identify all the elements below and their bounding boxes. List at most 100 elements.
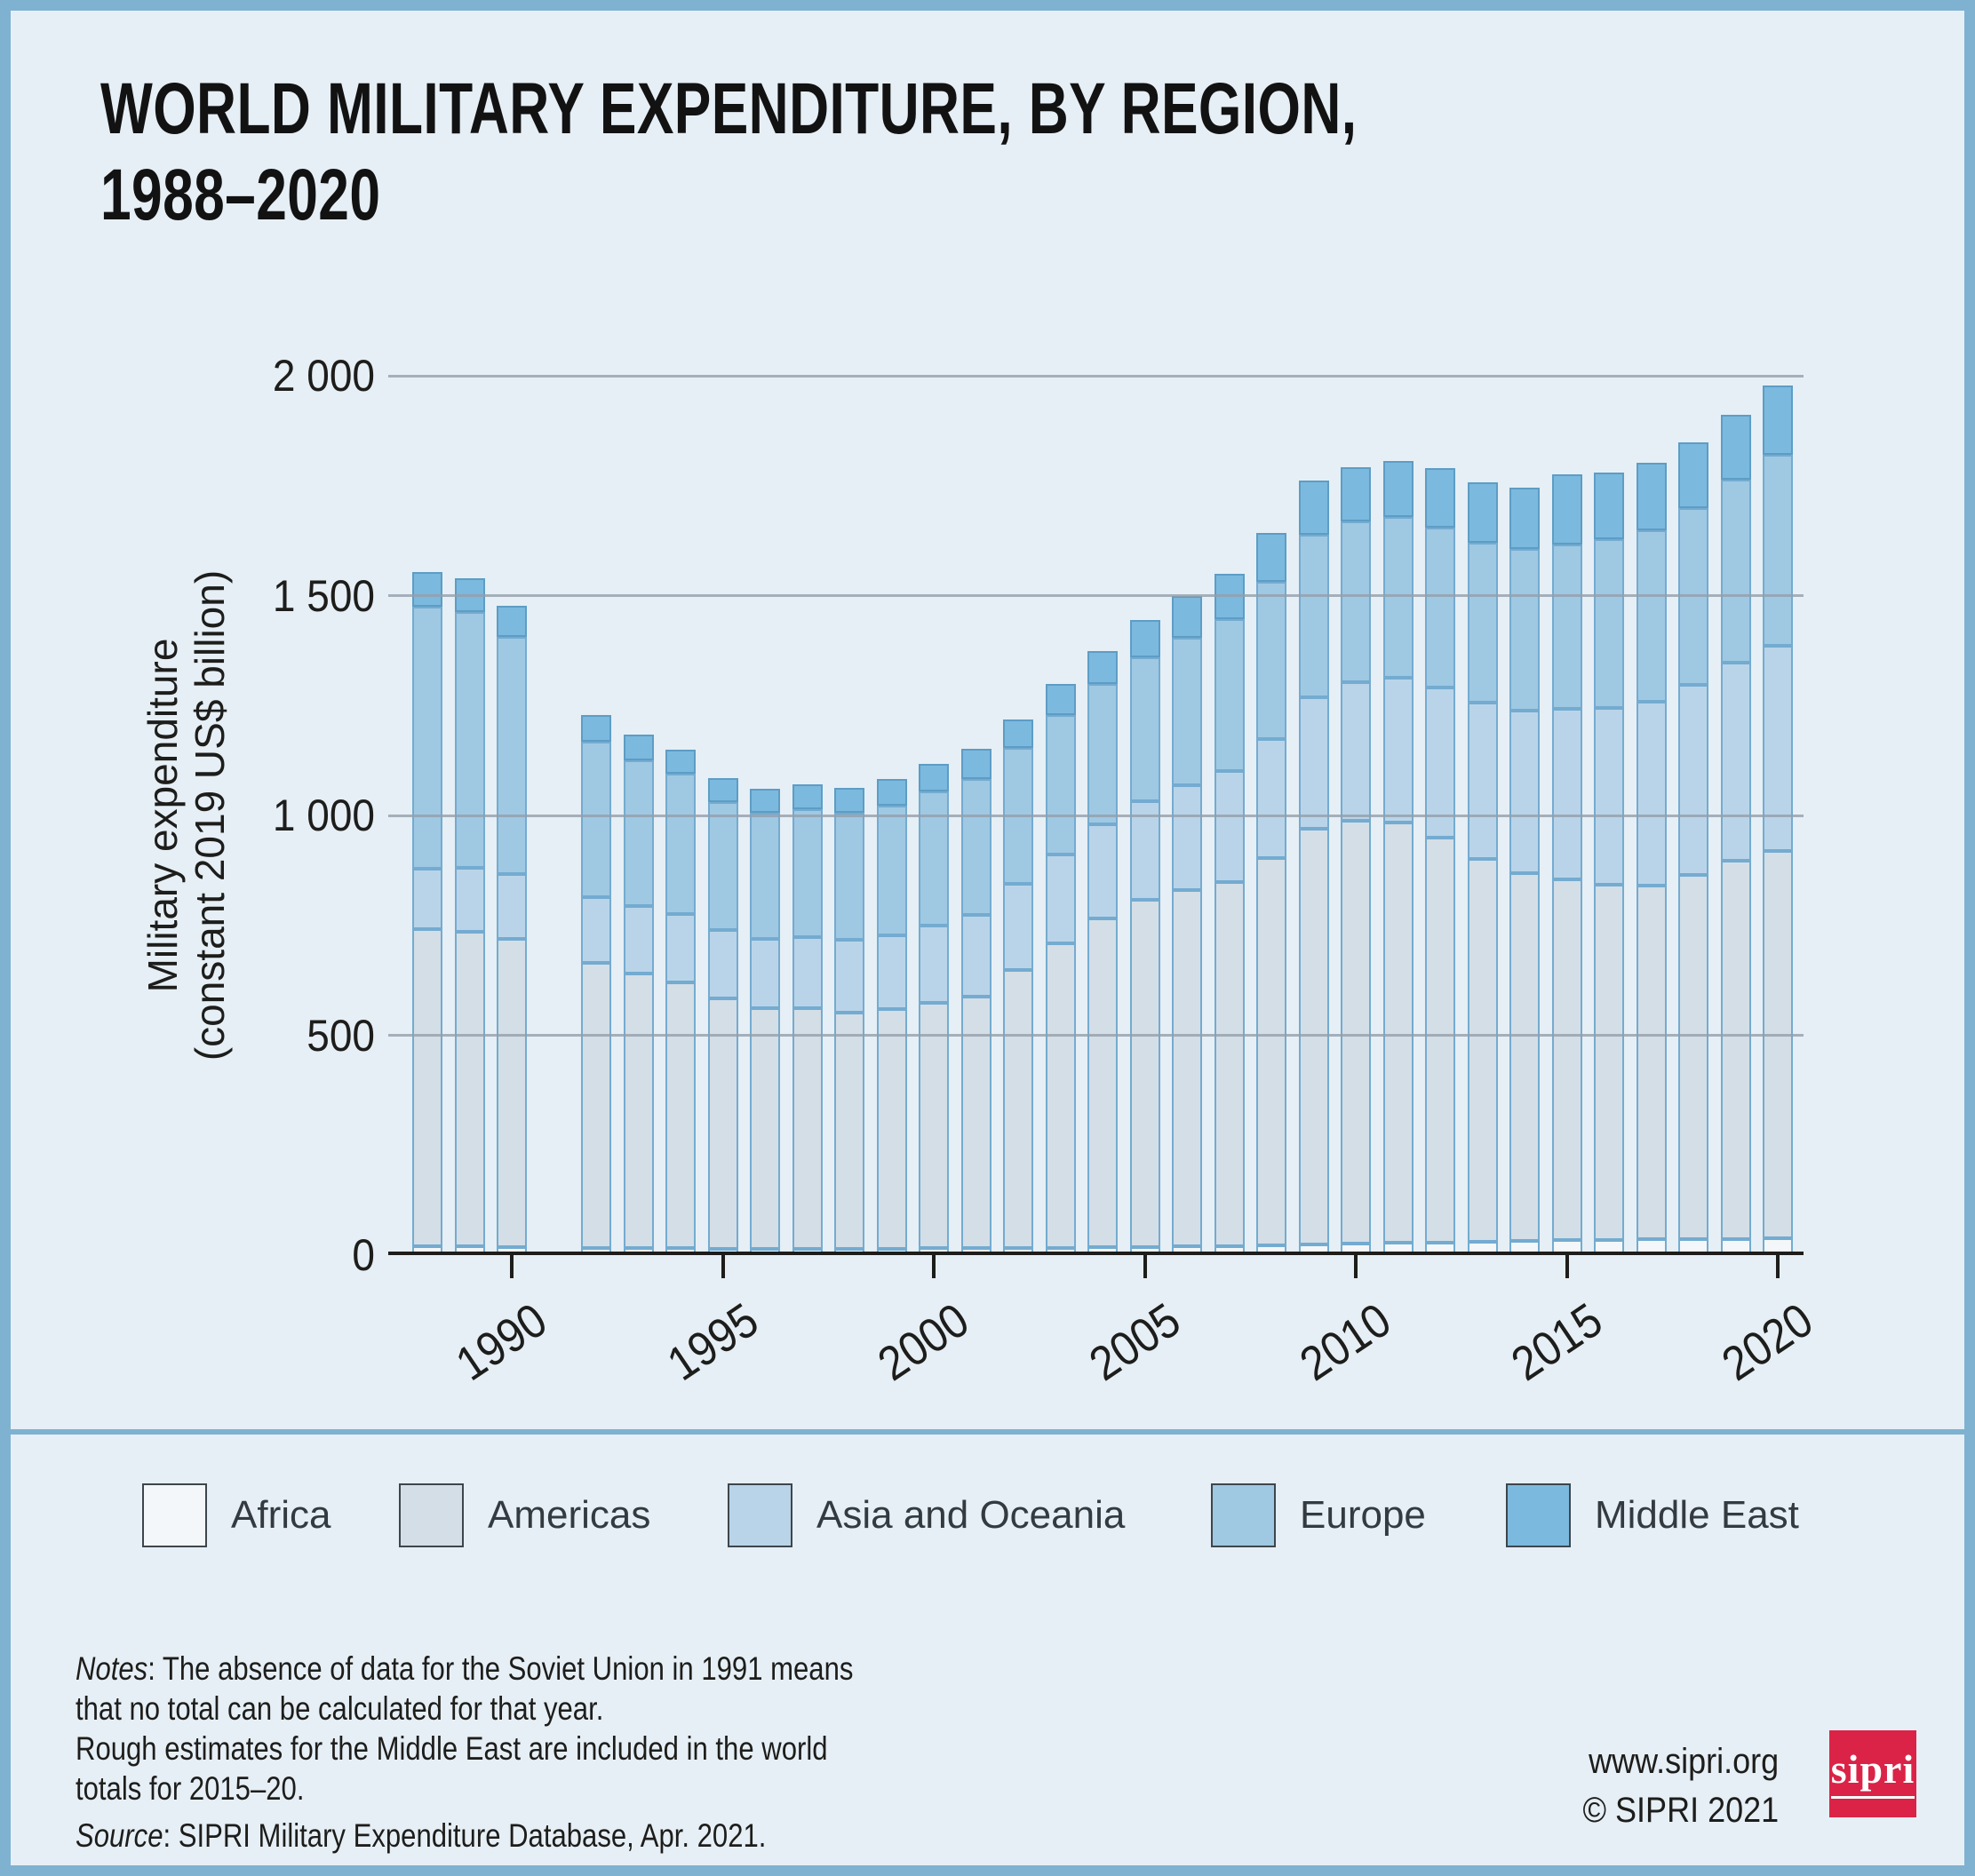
- section-divider: [11, 1429, 1964, 1435]
- bar-1989-americas: [454, 932, 485, 1247]
- bar-2006-europe: [1172, 638, 1202, 786]
- y-tick-label-0: 0: [352, 1230, 375, 1280]
- bar-1996-americas: [750, 1008, 780, 1249]
- bar-2015-middle_east: [1551, 474, 1582, 545]
- bar-2003-europe: [1045, 715, 1076, 855]
- bar-2013-asia_oceania: [1467, 702, 1498, 859]
- y-tick-label-1000: 1 000: [272, 791, 375, 840]
- bar-1994-asia_oceania: [665, 914, 696, 982]
- bar-2019-asia_oceania: [1720, 663, 1751, 861]
- bar-1999-europe: [876, 805, 907, 935]
- bar-2002-asia_oceania: [1003, 884, 1033, 970]
- bar-1995-middle_east: [707, 778, 738, 802]
- legend-swatch-americas: [399, 1483, 464, 1547]
- bar-2018-americas: [1678, 875, 1708, 1240]
- bar-1992-americas: [581, 962, 611, 1248]
- bar-2004-middle_east: [1087, 650, 1118, 684]
- bar-2014-middle_east: [1509, 488, 1540, 549]
- bar-2020-asia_oceania: [1763, 646, 1793, 851]
- legend-label-africa: Africa: [231, 1493, 331, 1537]
- bar-2004-asia_oceania: [1087, 824, 1118, 918]
- bar-1997-americas: [792, 1008, 823, 1249]
- bar-2020-europe: [1763, 455, 1793, 647]
- bar-2009-middle_east: [1298, 481, 1329, 535]
- legend-label-europe: Europe: [1300, 1493, 1426, 1537]
- note-line: Rough estimates for the Middle East are …: [76, 1730, 828, 1767]
- bar-1993-asia_oceania: [623, 906, 654, 974]
- bar-1990-europe: [497, 636, 527, 874]
- bar-1988-europe: [412, 607, 442, 870]
- bar-1990-americas: [497, 939, 527, 1247]
- bar-2006-middle_east: [1172, 596, 1202, 638]
- bar-1997-asia_oceania: [792, 937, 823, 1009]
- bar-2000-asia_oceania: [919, 926, 949, 1003]
- note-line: totals for 2015–20.: [76, 1770, 305, 1807]
- bar-2019-europe: [1720, 479, 1751, 664]
- bar-2008-asia_oceania: [1256, 739, 1286, 858]
- bar-2011-asia_oceania: [1382, 677, 1414, 823]
- bar-2012-americas: [1425, 838, 1455, 1243]
- bar-2011-americas: [1382, 822, 1414, 1244]
- legend-swatch-africa: [142, 1483, 207, 1547]
- bar-2014-americas: [1509, 872, 1540, 1241]
- bar-1988-middle_east: [412, 571, 442, 608]
- bar-2013-middle_east: [1467, 482, 1498, 544]
- bar-2019-americas: [1720, 860, 1751, 1239]
- y-tick-label-500: 500: [307, 1010, 375, 1061]
- bar-2018-middle_east: [1678, 441, 1708, 509]
- legend-swatch-asia_oceania: [728, 1483, 792, 1547]
- bar-2005-europe: [1129, 657, 1160, 801]
- bar-2002-americas: [1003, 969, 1033, 1248]
- legend-item-europe: Europe: [1211, 1482, 1426, 1549]
- bar-1994-middle_east: [665, 749, 696, 774]
- bar-2003-americas: [1045, 943, 1076, 1248]
- bar-2019-middle_east: [1720, 414, 1751, 480]
- gridline-500: [388, 1034, 1804, 1037]
- bar-1994-americas: [665, 982, 696, 1249]
- bar-2002-middle_east: [1003, 719, 1033, 748]
- bar-1995-asia_oceania: [707, 930, 738, 999]
- bar-1998-europe: [834, 813, 864, 941]
- title-line1: WORLD MILITARY EXPENDITURE, BY REGION,: [100, 68, 1358, 149]
- x-tick-2015: [1565, 1255, 1569, 1278]
- bar-2010-asia_oceania: [1341, 682, 1371, 822]
- x-tick-2005: [1143, 1255, 1147, 1278]
- bar-1997-middle_east: [792, 783, 823, 810]
- bar-1996-europe: [750, 812, 780, 940]
- legend-label-asia_oceania: Asia and Oceania: [816, 1493, 1126, 1537]
- notes-block: Notes: The absence of data for the Sovie…: [76, 1649, 853, 1808]
- bar-2012-middle_east: [1425, 467, 1455, 529]
- bar-2009-asia_oceania: [1298, 696, 1329, 830]
- bar-2005-middle_east: [1129, 620, 1160, 658]
- y-tick-label-2000: 2 000: [272, 351, 375, 401]
- note-line: that no total can be calculated for that…: [76, 1690, 604, 1727]
- bar-1998-americas: [834, 1012, 864, 1250]
- bar-1996-middle_east: [750, 789, 780, 813]
- bar-2011-middle_east: [1382, 461, 1414, 517]
- bar-2017-middle_east: [1636, 462, 1667, 530]
- bar-2008-americas: [1256, 857, 1286, 1245]
- bar-1999-middle_east: [876, 779, 907, 806]
- bar-2005-americas: [1129, 899, 1160, 1247]
- legend-item-middle_east: Middle East: [1506, 1482, 1799, 1549]
- bar-2000-americas: [919, 1002, 949, 1249]
- bar-1993-americas: [623, 973, 654, 1249]
- bar-2020-middle_east: [1763, 386, 1793, 456]
- bar-2010-middle_east: [1341, 466, 1371, 521]
- bar-2007-americas: [1214, 881, 1245, 1246]
- bar-2014-asia_oceania: [1509, 710, 1540, 873]
- bar-2001-asia_oceania: [960, 915, 991, 997]
- bar-2016-europe: [1594, 539, 1624, 708]
- bar-1993-europe: [623, 759, 654, 907]
- source-line: Source: SIPRI Military Expenditure Datab…: [76, 1817, 767, 1854]
- website-url[interactable]: www.sipri.org: [1588, 1742, 1779, 1781]
- bar-2009-europe: [1298, 534, 1329, 697]
- bar-2016-middle_east: [1594, 473, 1624, 540]
- bar-2001-americas: [960, 996, 991, 1249]
- note-line: Notes: The absence of data for the Sovie…: [76, 1650, 854, 1687]
- bar-2014-europe: [1509, 549, 1540, 711]
- footer-links: www.sipri.org © SIPRI 2021: [1582, 1737, 1779, 1835]
- bar-2000-europe: [919, 791, 949, 926]
- title-line2: 1988–2020: [100, 155, 381, 235]
